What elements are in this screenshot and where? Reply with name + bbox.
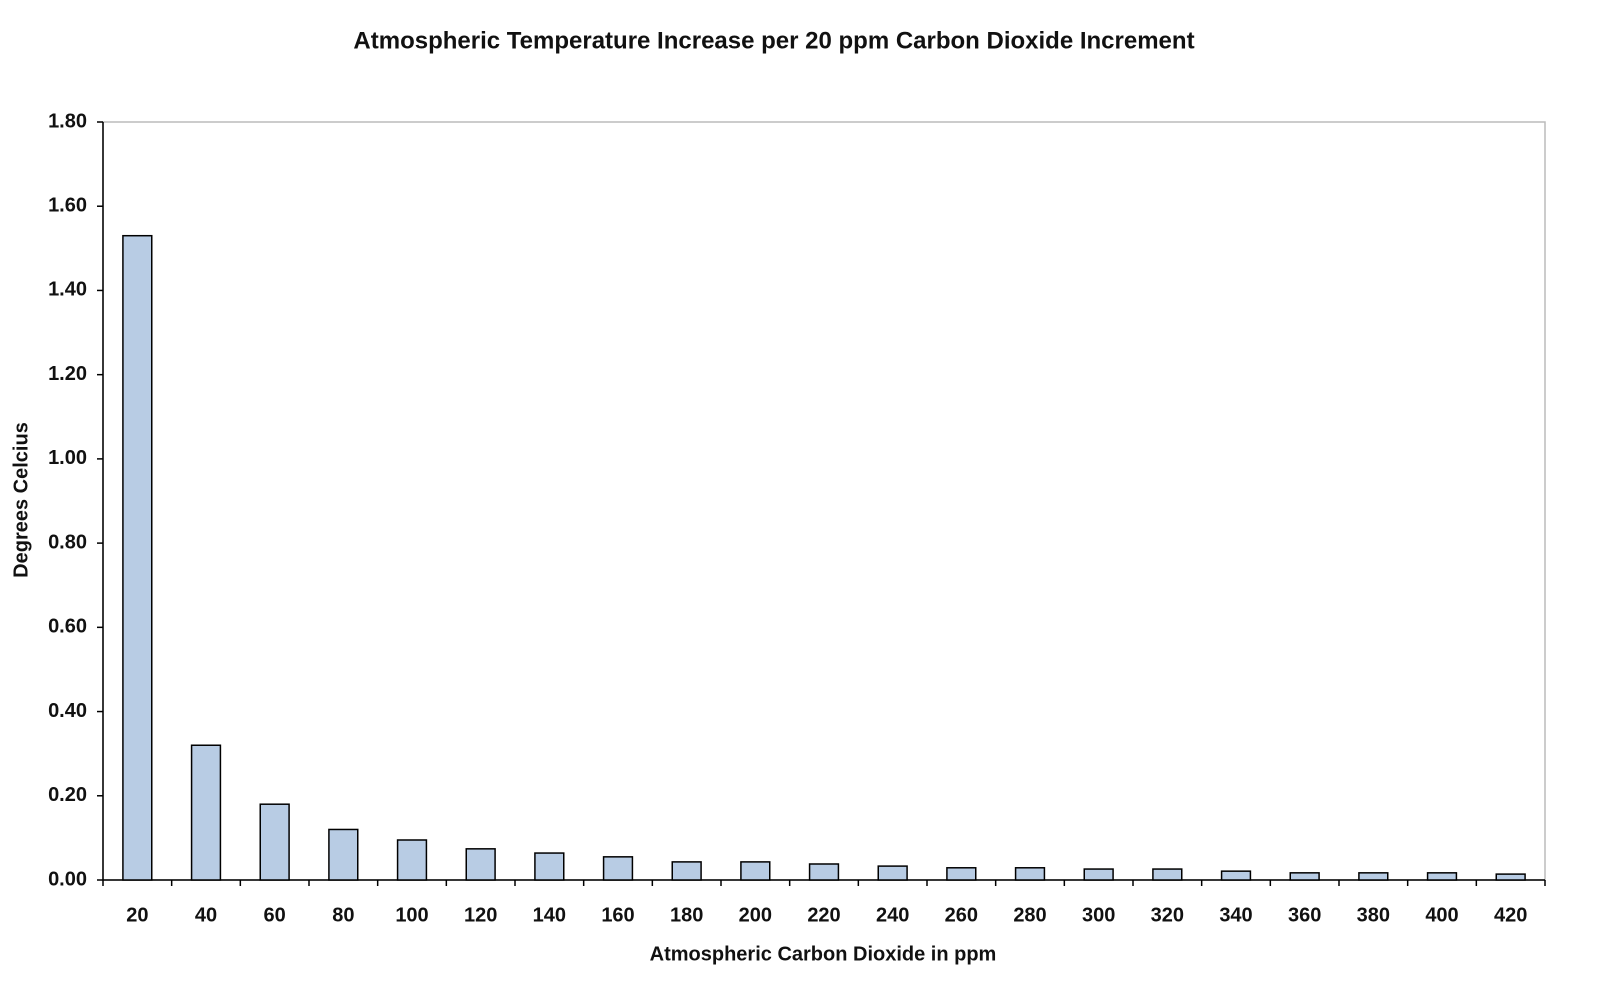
x-tick-label: 400 — [1425, 904, 1458, 926]
y-tick-label: 0.80 — [48, 531, 87, 553]
x-tick-label: 280 — [1013, 904, 1046, 926]
y-tick-label: 1.40 — [48, 279, 87, 301]
x-tick-label: 40 — [195, 904, 217, 926]
bar — [1358, 872, 1389, 881]
bar — [259, 803, 290, 881]
y-tick-label: 1.80 — [48, 110, 87, 132]
x-tick-label: 220 — [807, 904, 840, 926]
bar — [1495, 873, 1526, 881]
x-tick-label: 20 — [126, 904, 148, 926]
y-tick-label: 0.60 — [48, 616, 87, 638]
y-tick-label: 0.00 — [48, 868, 87, 890]
x-tick-label: 300 — [1082, 904, 1115, 926]
bar — [396, 839, 428, 881]
x-tick-label: 420 — [1494, 904, 1527, 926]
x-tick-label: 100 — [395, 904, 428, 926]
x-tick-label: 200 — [739, 904, 772, 926]
bar — [1083, 868, 1114, 881]
bar — [946, 867, 977, 881]
x-tick-label: 120 — [464, 904, 497, 926]
y-tick-label: 0.40 — [48, 700, 87, 722]
bar — [328, 828, 359, 881]
y-tick-label: 1.60 — [48, 195, 87, 217]
bar — [465, 848, 496, 881]
bar — [740, 861, 771, 881]
x-tick-label: 260 — [945, 904, 978, 926]
x-tick-label: 60 — [264, 904, 286, 926]
bar — [602, 856, 634, 881]
x-tick-label: 160 — [601, 904, 634, 926]
x-axis-label: Atmospheric Carbon Dioxide in ppm — [650, 943, 997, 965]
bar — [122, 234, 153, 881]
x-tick-label: 320 — [1151, 904, 1184, 926]
bar — [808, 863, 840, 881]
bar — [1152, 868, 1183, 881]
chart-title: Atmospheric Temperature Increase per 20 … — [353, 27, 1194, 54]
bar — [534, 852, 565, 881]
x-tick-label: 180 — [670, 904, 703, 926]
x-tick-label: 240 — [876, 904, 909, 926]
x-tick-label: 80 — [332, 904, 354, 926]
x-tick-label: 140 — [533, 904, 566, 926]
y-axis-label: Degrees Celcius — [10, 422, 32, 578]
x-tick-label: 340 — [1219, 904, 1252, 926]
bar — [1014, 867, 1046, 881]
bar — [877, 865, 908, 881]
bar — [1289, 872, 1320, 881]
x-tick-label: 380 — [1357, 904, 1390, 926]
bar — [671, 861, 702, 881]
x-tick-label: 360 — [1288, 904, 1321, 926]
y-tick-label: 1.20 — [48, 363, 87, 385]
y-tick-label: 0.20 — [48, 784, 87, 806]
bar — [1426, 872, 1458, 881]
plot-frame — [102, 121, 1546, 881]
y-tick-label: 1.00 — [48, 447, 87, 469]
bar — [1220, 870, 1252, 881]
bar — [190, 744, 222, 881]
